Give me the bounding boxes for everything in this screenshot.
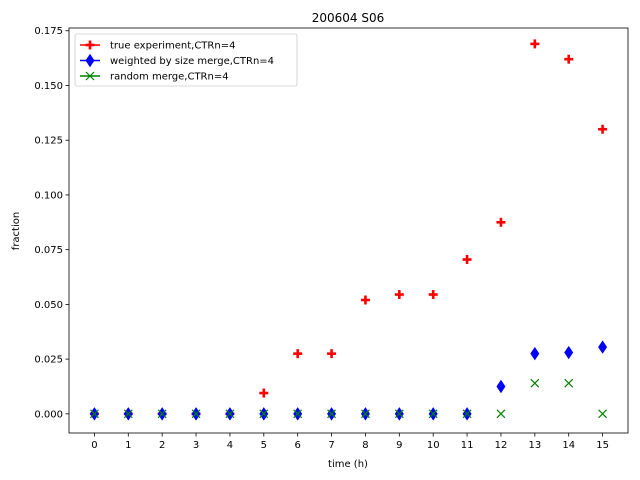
data-point (293, 409, 303, 419)
x-tick-label: 13 (528, 440, 541, 451)
data-point (462, 409, 472, 419)
data-point (496, 217, 506, 227)
data-point (293, 349, 303, 359)
x-tick-label: 0 (91, 440, 97, 451)
x-tick-label: 4 (227, 440, 233, 451)
data-point (530, 346, 540, 361)
legend-label: weighted by size merge,CTRn=4 (110, 56, 274, 67)
legend-label: true experiment,CTRn=4 (110, 41, 235, 52)
x-tick-label: 2 (159, 440, 165, 451)
plot-area (68, 27, 629, 434)
x-tick-label: 14 (562, 440, 575, 451)
data-point (428, 290, 438, 300)
x-tick-label: 15 (596, 440, 609, 451)
data-point (327, 349, 337, 359)
series-x (89, 378, 608, 419)
data-point (259, 409, 269, 419)
y-axis-label: fraction (11, 212, 22, 250)
x-axis: 0 1 2 3 4 5 6 7 8 9 10 11 12 13 14 15 (91, 433, 609, 451)
y-tick-label: 0.075 (34, 245, 63, 256)
legend-label: random merge,CTRn=4 (110, 72, 229, 83)
data-point (530, 378, 540, 388)
y-tick-label: 0.025 (34, 355, 63, 366)
data-point (598, 409, 608, 419)
y-tick-label: 0.175 (34, 26, 63, 37)
data-point (462, 255, 472, 265)
data-point (598, 340, 608, 354)
data-markers (89, 39, 608, 421)
data-point (598, 124, 608, 134)
x-tick-label: 1 (125, 440, 131, 451)
data-point (191, 409, 201, 419)
x-tick-label: 7 (328, 440, 334, 451)
x-tick-label: 9 (396, 440, 402, 451)
data-point (327, 409, 336, 419)
y-axis: 0.000 0.025 0.050 0.075 0.100 0.125 0.150 0.175 (34, 26, 69, 420)
data-point (157, 409, 167, 419)
data-point (564, 345, 574, 360)
y-tick-label: 0.000 (34, 409, 63, 420)
x-tick-label: 5 (261, 440, 267, 451)
data-point (564, 54, 574, 64)
y-tick-label: 0.100 (34, 190, 63, 201)
data-point (394, 290, 404, 300)
legend-marker (85, 40, 95, 50)
x-tick-label: 12 (495, 440, 508, 451)
data-point (496, 409, 506, 419)
legend-item: weighted by size merge,CTRn=4 (80, 53, 274, 68)
data-point (123, 409, 133, 419)
x-tick-label: 3 (193, 440, 199, 451)
data-point (530, 39, 540, 49)
data-point (428, 409, 438, 419)
data-point (259, 388, 269, 398)
y-tick-label: 0.125 (34, 136, 63, 147)
legend-item: random merge,CTRn=4 (80, 72, 229, 83)
data-point (394, 409, 404, 419)
x-tick-label: 10 (427, 440, 440, 451)
x-tick-label: 11 (461, 440, 474, 451)
data-point (564, 378, 574, 388)
x-tick-label: 6 (294, 440, 300, 451)
legend-marker (85, 71, 95, 81)
legend-item: true experiment,CTRn=4 (80, 40, 235, 52)
x-tick-label: 8 (362, 440, 368, 451)
y-tick-label: 0.150 (34, 81, 63, 92)
legend-marker (85, 53, 95, 68)
chart-title: 200604 S06 (312, 11, 385, 25)
legend-box (74, 33, 298, 87)
x-axis-label: time (h) (328, 459, 368, 470)
data-point (89, 409, 99, 419)
data-point (496, 379, 506, 394)
data-point (360, 295, 370, 305)
data-point (225, 409, 235, 419)
y-tick-label: 0.050 (34, 300, 63, 311)
legend: true experiment,CTRn=4 weighted by size m… (74, 33, 298, 87)
data-point (361, 409, 370, 419)
